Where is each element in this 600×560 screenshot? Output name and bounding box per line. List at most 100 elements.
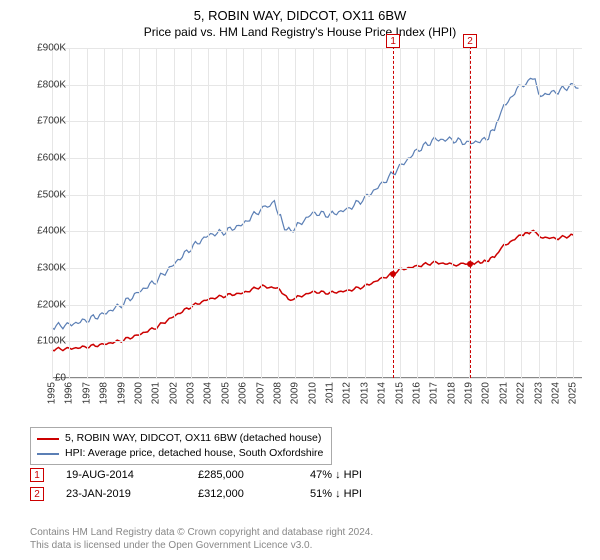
x-tick-label: 1996 bbox=[64, 382, 75, 404]
y-tick-label: £100K bbox=[22, 336, 66, 347]
legend-label: 5, ROBIN WAY, DIDCOT, OX11 6BW (detached… bbox=[65, 431, 321, 446]
gridline-vertical bbox=[208, 48, 209, 378]
gridline-vertical bbox=[539, 48, 540, 378]
x-tick-label: 2020 bbox=[481, 382, 492, 404]
gridline-vertical bbox=[313, 48, 314, 378]
x-tick-label: 2002 bbox=[168, 382, 179, 404]
marker-badge: 1 bbox=[30, 468, 44, 482]
y-tick-label: £300K bbox=[22, 263, 66, 274]
x-tick-label: 2018 bbox=[446, 382, 457, 404]
y-tick-label: £600K bbox=[22, 153, 66, 164]
gridline-vertical bbox=[261, 48, 262, 378]
x-tick-label: 2023 bbox=[533, 382, 544, 404]
gridline-vertical bbox=[486, 48, 487, 378]
gridline-vertical bbox=[417, 48, 418, 378]
gridline-vertical bbox=[52, 48, 53, 378]
x-tick-label: 2012 bbox=[342, 382, 353, 404]
gridline-vertical bbox=[139, 48, 140, 378]
gridline-vertical bbox=[347, 48, 348, 378]
marker-box: 1 bbox=[386, 34, 400, 48]
line-series-layer bbox=[52, 48, 582, 378]
x-tick-label: 2004 bbox=[203, 382, 214, 404]
marker-line bbox=[470, 36, 471, 378]
chart-subtitle: Price paid vs. HM Land Registry's House … bbox=[0, 23, 600, 45]
gridline-vertical bbox=[556, 48, 557, 378]
gridline-vertical bbox=[191, 48, 192, 378]
x-tick-label: 1998 bbox=[99, 382, 110, 404]
legend-swatch bbox=[37, 453, 59, 455]
x-tick-label: 2015 bbox=[394, 382, 405, 404]
y-tick-label: £400K bbox=[22, 226, 66, 237]
marker-data-row: 2 23-JAN-2019 £312,000 51% ↓ HPI bbox=[30, 487, 400, 501]
footer-line: Contains HM Land Registry data © Crown c… bbox=[30, 526, 373, 539]
x-tick-label: 2005 bbox=[220, 382, 231, 404]
marker-pct: 51% ↓ HPI bbox=[310, 488, 400, 500]
marker-line bbox=[393, 36, 394, 378]
x-tick-label: 2025 bbox=[568, 382, 579, 404]
marker-box: 2 bbox=[463, 34, 477, 48]
x-tick-label: 2007 bbox=[255, 382, 266, 404]
x-tick-label: 2013 bbox=[359, 382, 370, 404]
gridline-vertical bbox=[87, 48, 88, 378]
gridline-vertical bbox=[226, 48, 227, 378]
y-tick-label: £900K bbox=[22, 43, 66, 54]
marker-price: £312,000 bbox=[198, 488, 288, 500]
gridline-vertical bbox=[278, 48, 279, 378]
x-tick-label: 2017 bbox=[429, 382, 440, 404]
marker-date: 19-AUG-2014 bbox=[66, 469, 176, 481]
x-tick-label: 2011 bbox=[325, 382, 336, 404]
x-tick-label: 2019 bbox=[464, 382, 475, 404]
attribution-footer: Contains HM Land Registry data © Crown c… bbox=[30, 526, 373, 552]
x-tick-label: 1999 bbox=[116, 382, 127, 404]
x-tick-label: 2024 bbox=[550, 382, 561, 404]
gridline-vertical bbox=[521, 48, 522, 378]
gridline-horizontal bbox=[52, 48, 582, 49]
y-tick-label: £500K bbox=[22, 189, 66, 200]
gridline-vertical bbox=[400, 48, 401, 378]
gridline-horizontal bbox=[52, 341, 582, 342]
gridline-horizontal bbox=[52, 305, 582, 306]
gridline-vertical bbox=[504, 48, 505, 378]
y-tick-label: £800K bbox=[22, 79, 66, 90]
footer-line: This data is licensed under the Open Gov… bbox=[30, 539, 373, 552]
gridline-vertical bbox=[573, 48, 574, 378]
x-tick-label: 2022 bbox=[516, 382, 527, 404]
x-tick-label: 2016 bbox=[411, 382, 422, 404]
chart-title: 5, ROBIN WAY, DIDCOT, OX11 6BW bbox=[0, 0, 600, 23]
gridline-vertical bbox=[243, 48, 244, 378]
x-tick-label: 1995 bbox=[47, 382, 58, 404]
gridline-vertical bbox=[69, 48, 70, 378]
marker-data-table: 1 19-AUG-2014 £285,000 47% ↓ HPI 2 23-JA… bbox=[30, 468, 400, 506]
gridline-vertical bbox=[365, 48, 366, 378]
gridline-horizontal bbox=[52, 268, 582, 269]
marker-dot bbox=[390, 271, 396, 277]
gridline-horizontal bbox=[52, 121, 582, 122]
x-tick-label: 2009 bbox=[290, 382, 301, 404]
legend: 5, ROBIN WAY, DIDCOT, OX11 6BW (detached… bbox=[30, 427, 332, 465]
x-tick-label: 2010 bbox=[307, 382, 318, 404]
x-tick-label: 2001 bbox=[151, 382, 162, 404]
gridline-vertical bbox=[122, 48, 123, 378]
gridline-vertical bbox=[104, 48, 105, 378]
marker-data-row: 1 19-AUG-2014 £285,000 47% ↓ HPI bbox=[30, 468, 400, 482]
gridline-horizontal bbox=[52, 378, 582, 379]
x-tick-label: 2000 bbox=[133, 382, 144, 404]
x-tick-label: 2003 bbox=[186, 382, 197, 404]
gridline-vertical bbox=[434, 48, 435, 378]
gridline-vertical bbox=[382, 48, 383, 378]
gridline-horizontal bbox=[52, 195, 582, 196]
legend-swatch bbox=[37, 438, 59, 440]
y-tick-label: £0 bbox=[22, 373, 66, 384]
gridline-vertical bbox=[452, 48, 453, 378]
x-tick-label: 2006 bbox=[238, 382, 249, 404]
chart-container: 5, ROBIN WAY, DIDCOT, OX11 6BW Price pai… bbox=[0, 0, 600, 560]
x-tick-label: 2008 bbox=[272, 382, 283, 404]
legend-item: 5, ROBIN WAY, DIDCOT, OX11 6BW (detached… bbox=[37, 431, 323, 446]
marker-badge: 2 bbox=[30, 487, 44, 501]
gridline-horizontal bbox=[52, 231, 582, 232]
plot-area: 12 bbox=[52, 48, 582, 378]
gridline-vertical bbox=[156, 48, 157, 378]
x-tick-label: 1997 bbox=[81, 382, 92, 404]
y-tick-label: £200K bbox=[22, 299, 66, 310]
marker-price: £285,000 bbox=[198, 469, 288, 481]
